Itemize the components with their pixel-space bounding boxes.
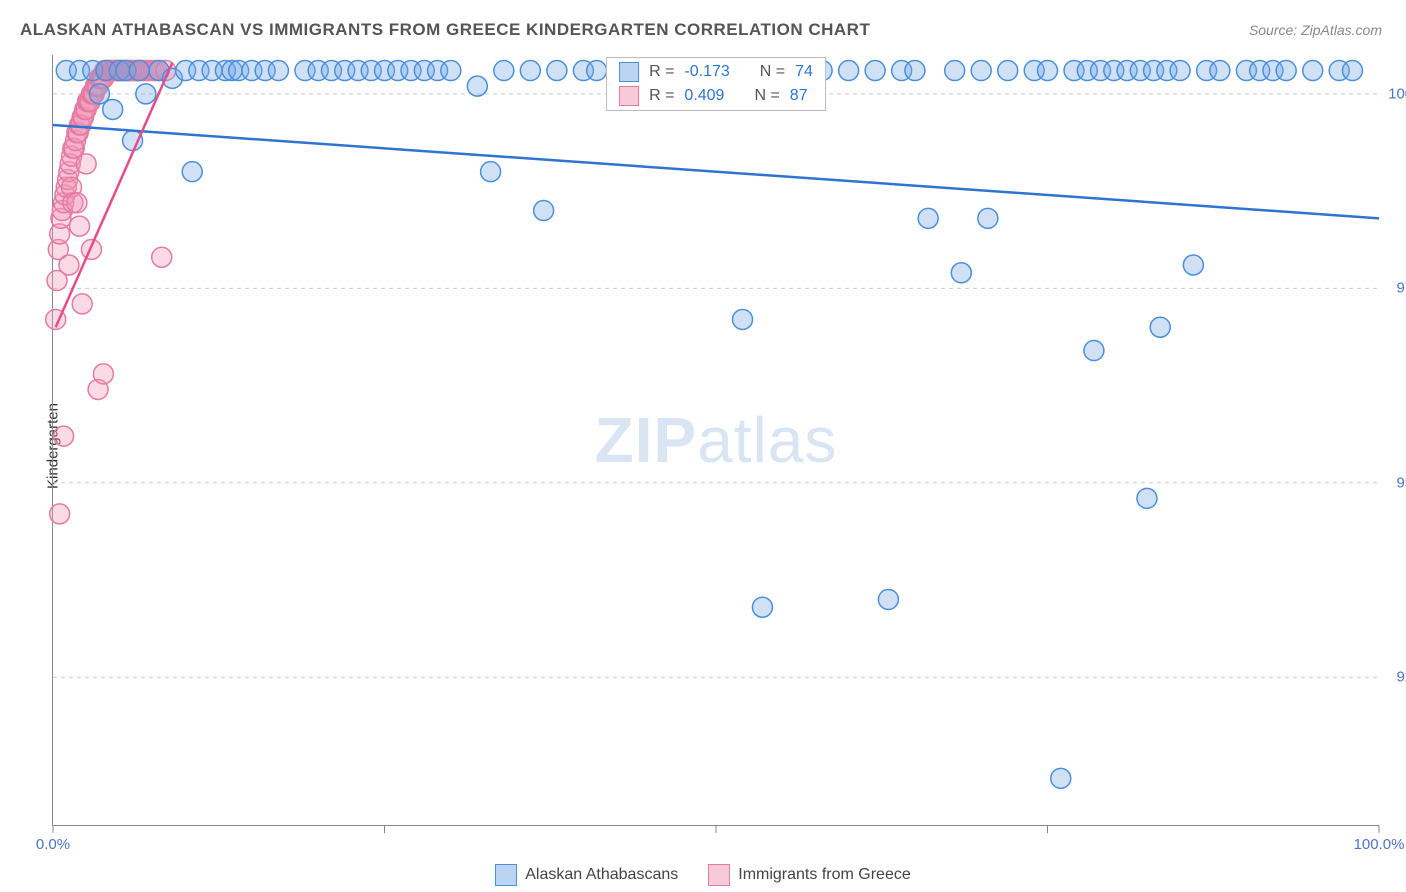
legend-swatch-blue: [495, 864, 517, 886]
stat-r-label: R =: [649, 87, 674, 105]
stat-r-label: R =: [649, 63, 674, 81]
legend-item-blue: Alaskan Athabascans: [495, 864, 678, 886]
stat-r-value: -0.173: [684, 63, 729, 81]
stat-n-label: N =: [754, 87, 779, 105]
stat-r-value: 0.409: [684, 87, 724, 105]
stat-swatch-blue: [619, 62, 639, 82]
legend-label-pink: Immigrants from Greece: [738, 866, 910, 884]
correlation-stats-box: R = -0.173 N = 74 R = 0.409 N = 87: [606, 57, 826, 111]
y-tick-label: 97.5%: [1396, 280, 1406, 297]
chart-title: ALASKAN ATHABASCAN VS IMMIGRANTS FROM GR…: [20, 20, 870, 40]
chart-legend: Alaskan Athabascans Immigrants from Gree…: [0, 864, 1406, 886]
plot-area: ZIPatlas R = -0.173 N = 74 R = 0.409 N =…: [52, 55, 1379, 826]
legend-item-pink: Immigrants from Greece: [708, 864, 910, 886]
stat-row-blue: R = -0.173 N = 74: [607, 60, 825, 84]
y-tick-label: 92.5%: [1396, 669, 1406, 686]
y-tick-label: 95.0%: [1396, 474, 1406, 491]
stat-n-label: N =: [760, 63, 785, 81]
chart-container: ALASKAN ATHABASCAN VS IMMIGRANTS FROM GR…: [0, 0, 1406, 892]
x-tick-label: 0.0%: [36, 836, 70, 853]
stat-n-value: 74: [795, 63, 813, 81]
legend-label-blue: Alaskan Athabascans: [525, 866, 678, 884]
stat-row-pink: R = 0.409 N = 87: [607, 84, 825, 108]
y-tick-label: 100.0%: [1388, 85, 1406, 102]
source-attribution: Source: ZipAtlas.com: [1249, 22, 1382, 38]
x-tick-label: 100.0%: [1354, 836, 1405, 853]
stat-n-value: 87: [790, 87, 808, 105]
stat-swatch-pink: [619, 86, 639, 106]
plot-svg: [53, 55, 1379, 825]
legend-swatch-pink: [708, 864, 730, 886]
